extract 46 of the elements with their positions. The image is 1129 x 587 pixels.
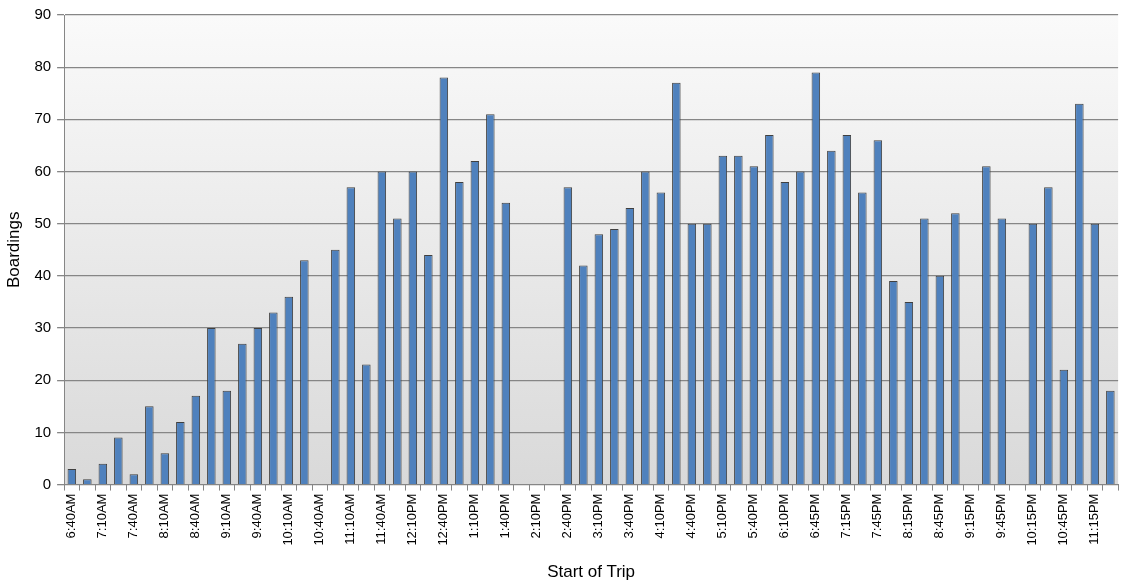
x-tick-label: 7:15PM [838, 493, 854, 539]
x-tick-label: 6:45PM [807, 493, 823, 539]
y-tick-label: 10 [34, 422, 52, 440]
x-tick-label: 2:10PM [528, 493, 544, 539]
y-tick-label: 90 [34, 5, 52, 23]
x-tick-label: 6:10PM [776, 493, 792, 539]
x-tick-label: 3:10PM [590, 493, 606, 539]
x-tick-label: 2:40PM [559, 493, 575, 539]
x-tick-label: 8:10AM [156, 493, 172, 539]
y-tick-label: 20 [34, 370, 52, 388]
y-tick-label: 0 [42, 474, 52, 492]
x-tick-label: 7:45PM [869, 493, 885, 539]
y-tick-label: 70 [34, 109, 52, 127]
x-tick-label: 3:40PM [621, 493, 637, 539]
x-tick-label: 1:10PM [466, 493, 482, 539]
y-tick-label: 40 [34, 266, 52, 284]
x-tick-label: 10:40AM [311, 493, 327, 546]
x-tick-label: 8:40AM [187, 493, 203, 539]
x-tick-label: 5:40PM [745, 493, 761, 539]
x-tick-label: 1:40PM [497, 493, 513, 539]
x-tick-label: 11:15PM [1086, 493, 1102, 545]
y-tick-label: 30 [34, 318, 52, 336]
x-tick-label: 9:15PM [962, 493, 978, 539]
x-tick-label: 7:40AM [125, 493, 141, 539]
x-tick-label: 4:40PM [683, 493, 699, 539]
x-tick-label: 11:40AM [373, 493, 389, 545]
y-tick-label: 80 [34, 57, 52, 75]
x-tick-label: 9:45PM [993, 493, 1009, 539]
x-tick-label: 5:10PM [714, 493, 730, 539]
x-tick-label: 8:15PM [900, 493, 916, 539]
x-tick-label: 9:10AM [218, 493, 234, 539]
y-tick-label: 60 [34, 161, 52, 179]
y-tick-label: 50 [34, 213, 52, 231]
x-axis-title: Start of Trip [547, 562, 636, 582]
x-tick-label: 12:40PM [435, 493, 451, 546]
x-tick-label: 8:45PM [931, 493, 947, 539]
y-axis-title: Boardings [3, 211, 23, 289]
x-tick-label: 10:45PM [1055, 493, 1071, 546]
x-tick-label: 9:40AM [249, 493, 265, 539]
x-tick-label: 7:10AM [94, 493, 110, 539]
x-tick-label: 11:10AM [342, 493, 358, 545]
x-tick-label: 10:15PM [1024, 493, 1040, 546]
x-tick-label: 10:10AM [280, 493, 296, 546]
x-tick-label: 6:40AM [63, 493, 79, 539]
x-tick-label: 12:10PM [404, 493, 420, 546]
x-tick-label: 4:10PM [652, 493, 668, 539]
